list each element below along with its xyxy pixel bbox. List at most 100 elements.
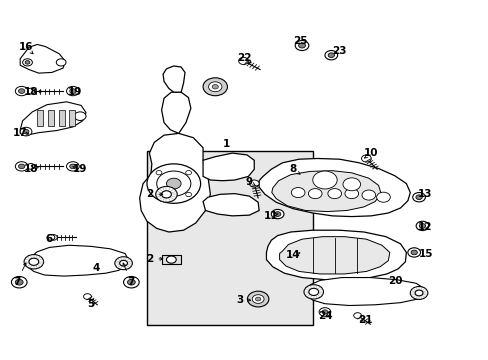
Circle shape bbox=[15, 162, 28, 171]
Text: 8: 8 bbox=[289, 164, 296, 174]
Circle shape bbox=[409, 287, 427, 300]
Circle shape bbox=[255, 297, 260, 301]
Polygon shape bbox=[29, 245, 128, 276]
Circle shape bbox=[66, 86, 79, 96]
Circle shape bbox=[15, 86, 28, 96]
Circle shape bbox=[147, 164, 200, 203]
Circle shape bbox=[415, 195, 421, 199]
Circle shape bbox=[304, 285, 323, 299]
Circle shape bbox=[23, 130, 29, 134]
Text: 12: 12 bbox=[417, 222, 431, 231]
Polygon shape bbox=[20, 102, 86, 135]
Circle shape bbox=[249, 180, 259, 187]
Circle shape bbox=[123, 276, 139, 288]
Circle shape bbox=[247, 291, 268, 307]
Circle shape bbox=[319, 308, 330, 316]
Text: 7: 7 bbox=[13, 277, 20, 287]
Circle shape bbox=[353, 313, 361, 319]
Polygon shape bbox=[259, 158, 409, 217]
Circle shape bbox=[308, 288, 318, 296]
Circle shape bbox=[156, 171, 162, 175]
Text: 15: 15 bbox=[418, 248, 432, 258]
Text: 4: 4 bbox=[92, 263, 99, 273]
Text: 1: 1 bbox=[223, 139, 230, 149]
Text: 24: 24 bbox=[317, 311, 331, 320]
Circle shape bbox=[19, 164, 25, 169]
Bar bbox=[162, 255, 180, 264]
Polygon shape bbox=[271, 171, 380, 212]
Circle shape bbox=[418, 224, 425, 228]
Circle shape bbox=[298, 43, 305, 48]
Text: 2: 2 bbox=[145, 254, 153, 264]
Circle shape bbox=[27, 163, 35, 169]
Polygon shape bbox=[20, 44, 65, 73]
Polygon shape bbox=[163, 66, 184, 92]
Bar bbox=[147, 151, 312, 325]
Circle shape bbox=[70, 89, 76, 93]
Circle shape bbox=[115, 257, 132, 270]
Text: 21: 21 bbox=[357, 315, 372, 325]
Circle shape bbox=[66, 162, 79, 171]
Circle shape bbox=[25, 60, 30, 64]
Circle shape bbox=[19, 89, 25, 93]
Text: 20: 20 bbox=[387, 276, 402, 286]
Circle shape bbox=[127, 279, 135, 285]
Text: 9: 9 bbox=[245, 177, 252, 187]
Circle shape bbox=[208, 82, 222, 92]
Bar bbox=[48, 110, 54, 126]
Text: 3: 3 bbox=[236, 295, 243, 305]
Circle shape bbox=[83, 294, 91, 300]
Circle shape bbox=[74, 112, 86, 121]
Circle shape bbox=[22, 59, 32, 66]
Circle shape bbox=[166, 178, 181, 189]
Text: 25: 25 bbox=[293, 36, 307, 46]
Circle shape bbox=[412, 193, 425, 202]
Polygon shape bbox=[306, 278, 423, 306]
Circle shape bbox=[156, 192, 162, 197]
Polygon shape bbox=[140, 134, 210, 232]
Text: 19: 19 bbox=[67, 87, 82, 97]
Polygon shape bbox=[203, 194, 259, 216]
Text: 19: 19 bbox=[72, 164, 87, 174]
Circle shape bbox=[56, 59, 66, 66]
Circle shape bbox=[312, 171, 336, 189]
Circle shape bbox=[120, 260, 127, 266]
Text: 13: 13 bbox=[417, 189, 431, 199]
Text: 5: 5 bbox=[87, 299, 94, 309]
Text: 23: 23 bbox=[332, 46, 346, 56]
Circle shape bbox=[410, 250, 416, 255]
Circle shape bbox=[185, 171, 191, 175]
Circle shape bbox=[156, 186, 177, 202]
Circle shape bbox=[308, 189, 322, 199]
Text: 18: 18 bbox=[23, 87, 38, 97]
Circle shape bbox=[47, 234, 55, 240]
Circle shape bbox=[291, 188, 305, 198]
Circle shape bbox=[49, 234, 57, 240]
Text: 16: 16 bbox=[19, 42, 33, 52]
Circle shape bbox=[252, 295, 264, 303]
Polygon shape bbox=[279, 237, 389, 274]
Polygon shape bbox=[161, 92, 190, 134]
Circle shape bbox=[325, 50, 337, 60]
Circle shape bbox=[166, 256, 176, 263]
Circle shape bbox=[414, 290, 422, 296]
Circle shape bbox=[185, 192, 191, 197]
Text: 2: 2 bbox=[145, 189, 153, 199]
Text: 11: 11 bbox=[264, 211, 278, 221]
Text: 7: 7 bbox=[127, 277, 135, 287]
Bar bbox=[37, 110, 43, 126]
Circle shape bbox=[344, 189, 358, 199]
Circle shape bbox=[415, 221, 428, 230]
Text: 18: 18 bbox=[23, 164, 38, 174]
Text: 17: 17 bbox=[13, 129, 27, 138]
Circle shape bbox=[407, 248, 420, 257]
Text: 14: 14 bbox=[285, 250, 300, 260]
Circle shape bbox=[24, 255, 43, 269]
Circle shape bbox=[27, 88, 35, 94]
Text: 22: 22 bbox=[237, 53, 251, 63]
Circle shape bbox=[70, 164, 76, 169]
Circle shape bbox=[29, 258, 39, 265]
Bar bbox=[69, 110, 75, 126]
Circle shape bbox=[157, 171, 190, 196]
Circle shape bbox=[361, 155, 370, 162]
